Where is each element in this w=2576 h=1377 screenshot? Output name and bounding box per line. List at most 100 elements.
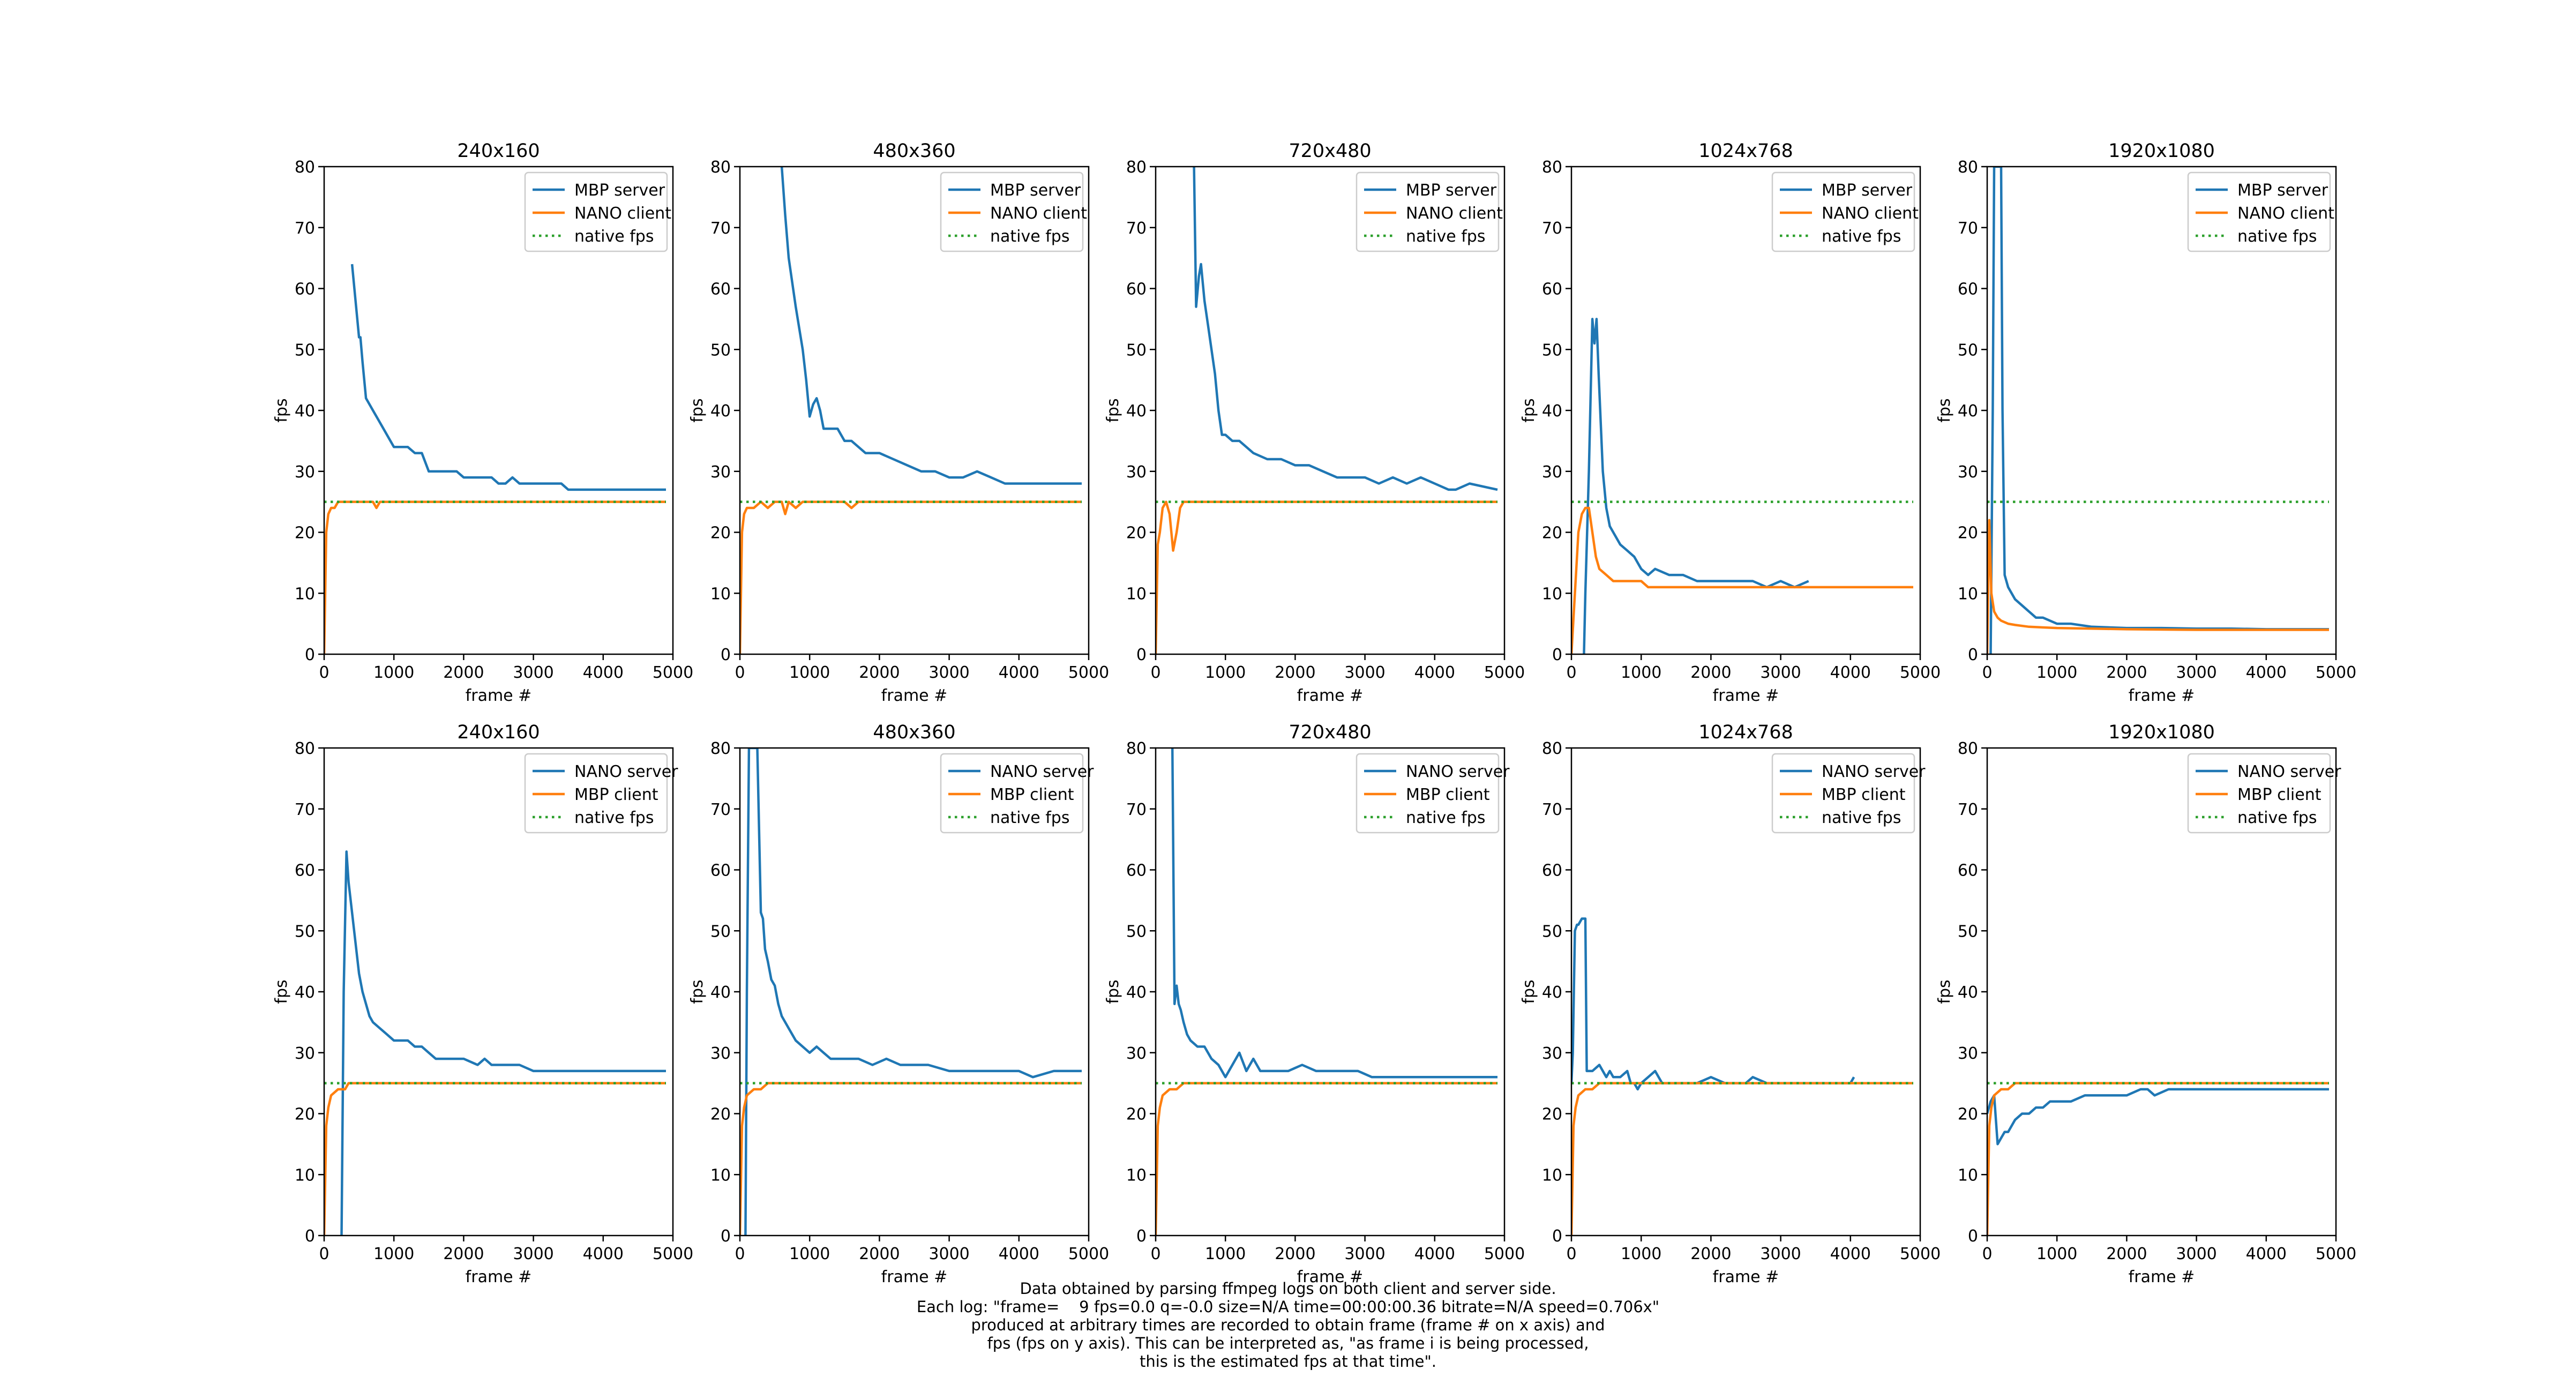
x-tick-label: 3000 <box>1344 1245 1385 1263</box>
x-tick-label: 0 <box>1982 1245 1992 1263</box>
y-axis-label: fps <box>688 979 707 1004</box>
x-axis-label: frame # <box>1297 686 1364 705</box>
x-tick-label: 3000 <box>1760 663 1801 682</box>
legend-label: NANO server <box>990 762 1094 781</box>
x-tick-label: 4000 <box>583 663 624 682</box>
subplot-title: 1024x768 <box>1698 140 1793 162</box>
legend-box <box>1356 753 1500 834</box>
x-tick-label: 3000 <box>928 1245 969 1263</box>
y-tick-label: 30 <box>1126 463 1147 482</box>
y-tick-label: 20 <box>710 1105 731 1124</box>
y-tick-label: 70 <box>295 219 315 238</box>
x-tick-label: 2000 <box>1690 1245 1731 1263</box>
y-tick-label: 80 <box>1542 739 1562 758</box>
y-tick-label: 10 <box>710 585 731 603</box>
legend-box <box>1771 753 1915 834</box>
subplot-title: 1024x768 <box>1698 722 1793 743</box>
y-axis-label: fps <box>272 979 291 1004</box>
legend: NANO server MBP client native fps <box>524 753 678 834</box>
x-tick-label: 4000 <box>1830 1245 1871 1263</box>
subplot: 0 1000 2000 3000 4000 5000 0 10 20 30 40 50 60 70 80 48… <box>688 140 1109 705</box>
series-line <box>740 500 1082 654</box>
x-tick-label: 2000 <box>2106 1245 2147 1263</box>
x-tick-label: 4000 <box>999 1245 1039 1263</box>
series-line <box>1987 1082 2329 1236</box>
x-tick-label: 2000 <box>443 663 484 682</box>
y-tick-label: 30 <box>1542 1044 1562 1063</box>
legend-label: NANO server <box>574 762 678 781</box>
series-line <box>324 1082 666 1236</box>
subplot: 0 1000 2000 3000 4000 5000 0 10 20 30 40 50 60 70 80 10… <box>1519 140 1941 705</box>
legend-label: NANO server <box>1822 762 1926 781</box>
y-tick-label: 50 <box>1542 922 1562 941</box>
y-tick-label: 60 <box>1958 280 1978 299</box>
x-tick-label: 2000 <box>1690 663 1731 682</box>
series-line <box>1571 1082 1913 1236</box>
y-tick-label: 40 <box>710 983 731 1002</box>
series-line <box>1987 1088 2329 1146</box>
x-tick-label: 4000 <box>999 663 1039 682</box>
legend-label: MBP server <box>2237 181 2328 200</box>
series-line <box>1583 318 1809 654</box>
x-tick-label: 5000 <box>2316 663 2356 682</box>
x-tick-label: 1000 <box>373 663 414 682</box>
x-tick-label: 5000 <box>1068 1245 1109 1263</box>
subplot: 0 1000 2000 3000 4000 5000 0 10 20 30 40 50 60 70 80 10… <box>1519 722 1941 1286</box>
legend-label: NANO client <box>1822 204 1919 223</box>
x-tick-label: 5000 <box>653 1245 693 1263</box>
y-tick-label: 10 <box>1126 1166 1147 1185</box>
caption-line: fps (fps on y axis). This can be interpr… <box>987 1334 1589 1352</box>
caption-line: this is the estimated fps at that time". <box>1139 1352 1437 1371</box>
series-line <box>1987 519 2329 654</box>
y-tick-label: 20 <box>1958 524 1978 543</box>
legend-label: NANO server <box>1406 762 1510 781</box>
legend-box <box>1356 171 1500 252</box>
y-tick-label: 10 <box>1542 585 1562 603</box>
y-axis-label: fps <box>1104 979 1122 1004</box>
y-tick-label: 0 <box>721 646 731 664</box>
y-tick-label: 40 <box>1126 983 1147 1002</box>
subplot-title: 720x480 <box>1289 140 1371 162</box>
x-axis-label: frame # <box>466 1268 532 1286</box>
caption-line: Each log: "frame= 9 fps=0.0 q=-0.0 size=… <box>916 1298 1660 1316</box>
x-tick-label: 1000 <box>789 1245 830 1263</box>
x-tick-label: 3000 <box>2176 1245 2216 1263</box>
x-tick-label: 2000 <box>1275 1245 1315 1263</box>
legend-label: native fps <box>1822 227 1901 246</box>
y-tick-label: 70 <box>1958 800 1978 819</box>
y-tick-label: 50 <box>1958 922 1978 941</box>
x-tick-label: 3000 <box>928 663 969 682</box>
y-tick-label: 50 <box>710 341 731 360</box>
x-tick-label: 0 <box>319 1245 329 1263</box>
x-axis-label: frame # <box>1713 686 1779 705</box>
series-line <box>1193 167 1498 491</box>
legend-label: NANO client <box>574 204 671 223</box>
subplot-title: 240x160 <box>457 722 540 743</box>
legend-label: native fps <box>990 809 1069 827</box>
y-tick-label: 10 <box>295 1166 315 1185</box>
y-tick-label: 50 <box>1542 341 1562 360</box>
y-tick-label: 60 <box>710 862 731 880</box>
y-tick-label: 60 <box>1126 862 1147 880</box>
y-tick-label: 80 <box>295 158 315 177</box>
subplot-title: 1920x1080 <box>2108 140 2215 162</box>
legend-label: native fps <box>2237 227 2317 246</box>
legend-box <box>940 171 1084 252</box>
legend-label: native fps <box>1822 809 1901 827</box>
y-tick-label: 30 <box>1542 463 1562 482</box>
legend-box <box>2187 753 2331 834</box>
subplot-title: 240x160 <box>457 140 540 162</box>
y-tick-label: 80 <box>710 739 731 758</box>
y-tick-label: 0 <box>1136 1227 1147 1246</box>
x-tick-label: 5000 <box>2316 1245 2356 1263</box>
y-tick-label: 70 <box>1542 800 1562 819</box>
y-tick-label: 40 <box>1958 983 1978 1002</box>
x-axis-label: frame # <box>2129 1268 2195 1286</box>
y-tick-label: 80 <box>1958 739 1978 758</box>
y-tick-label: 70 <box>1542 219 1562 238</box>
x-tick-label: 2000 <box>859 1245 900 1263</box>
legend: MBP server NANO client native fps <box>2187 171 2334 252</box>
legend-label: native fps <box>1406 809 1485 827</box>
legend-label: NANO client <box>2237 204 2334 223</box>
